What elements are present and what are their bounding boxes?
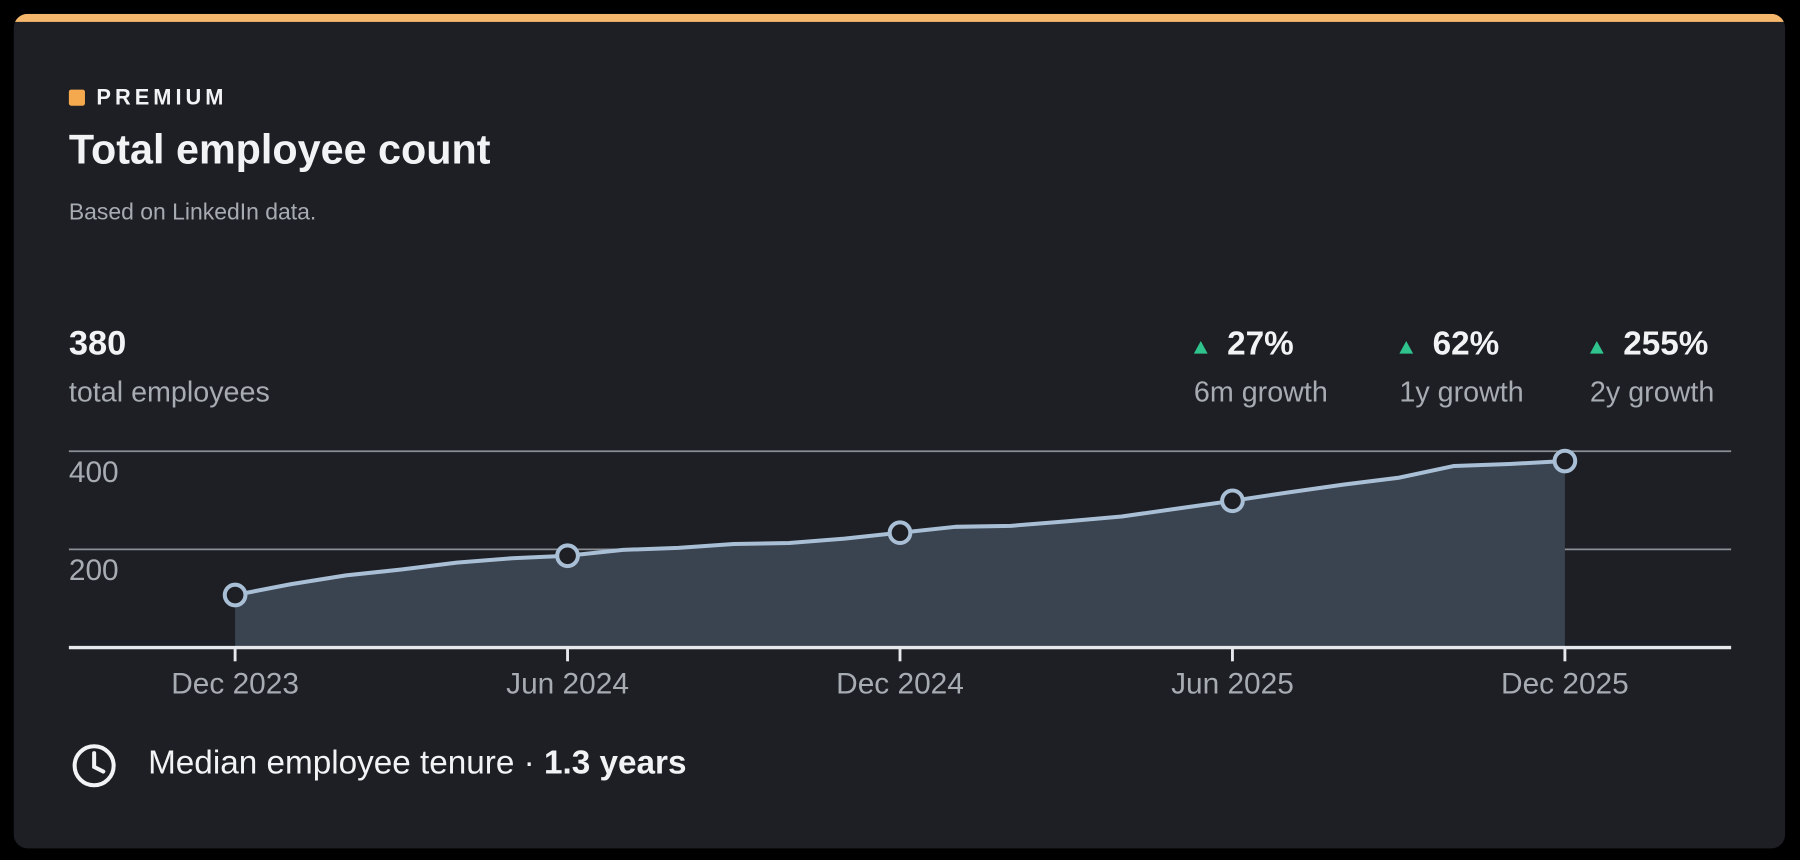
- up-arrow: [1589, 341, 1604, 354]
- badge: PREMIUM: [96, 85, 227, 110]
- point: [887, 520, 913, 546]
- growth-value: 255%: [1623, 325, 1708, 362]
- x-tick-label: Dec 2024: [836, 667, 964, 700]
- footer-label: Median employee tenure ·: [148, 744, 535, 781]
- badge-icon: [68, 89, 85, 106]
- up-arrow: [1193, 341, 1208, 354]
- x-tick-label: Dec 2025: [1501, 667, 1629, 700]
- x-tick-label: Jun 2025: [1171, 667, 1294, 700]
- summary-value: 380: [69, 325, 126, 363]
- point: [1552, 448, 1578, 474]
- x-tick-label: Jun 2024: [506, 667, 629, 700]
- footer-value: 1.3 years: [544, 744, 687, 781]
- growth-value: 27%: [1227, 325, 1294, 362]
- growth-label: 6m growth: [1194, 376, 1328, 408]
- growth-value: 62%: [1433, 325, 1500, 362]
- growth-1: 62% 1y growth: [1399, 325, 1524, 408]
- growth-0: 27% 6m growth: [1193, 325, 1328, 408]
- growth-label: 1y growth: [1399, 376, 1523, 408]
- y-tick-label: 400: [69, 456, 119, 489]
- point: [222, 582, 248, 608]
- growth-label: 2y growth: [1590, 376, 1714, 408]
- footer: Median employee tenure · 1.3 years: [148, 744, 686, 781]
- y-tick-label: 200: [69, 554, 119, 587]
- card-accent: [13, 13, 1786, 22]
- up-arrow: [1399, 341, 1414, 354]
- subtitle: Based on LinkedIn data.: [69, 199, 316, 225]
- growth-2: 255% 2y growth: [1589, 325, 1714, 408]
- point: [555, 543, 580, 569]
- clock-icon: [72, 744, 116, 788]
- summary-label: total employees: [69, 376, 270, 408]
- point: [1220, 488, 1245, 514]
- x-tick-label: Dec 2023: [171, 667, 299, 700]
- chart: 200 400 Dec 2023 Jun 2024 Dec 2024 Jun 2025 De…: [68, 448, 1732, 700]
- title: Total employee count: [69, 127, 491, 173]
